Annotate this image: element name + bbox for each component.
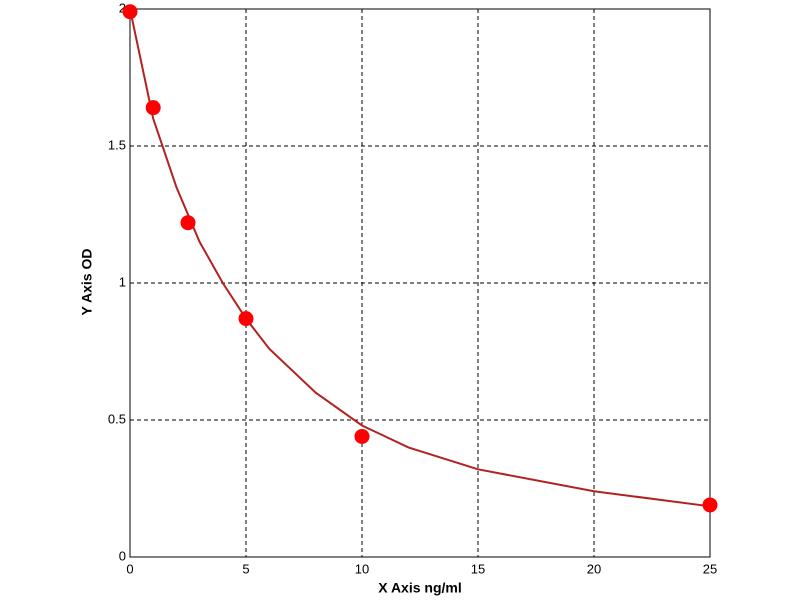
x-tick-label: 10 xyxy=(355,561,369,576)
x-tick-label: 0 xyxy=(126,561,133,576)
y-tick-label: 0 xyxy=(119,548,126,563)
data-point xyxy=(122,4,138,20)
data-point xyxy=(354,428,370,444)
x-tick-label: 15 xyxy=(471,561,485,576)
data-point xyxy=(145,100,161,116)
plot-frame xyxy=(129,8,711,558)
x-tick-label: 25 xyxy=(703,561,717,576)
data-point xyxy=(238,311,254,327)
y-tick-label: 1 xyxy=(119,274,126,289)
x-tick-label: 5 xyxy=(242,561,249,576)
y-tick-label: 2 xyxy=(119,0,126,15)
x-tick-label: 20 xyxy=(587,561,601,576)
y-axis-label: Y Axis OD xyxy=(79,249,95,316)
data-point xyxy=(180,215,196,231)
fit-curve xyxy=(129,8,711,508)
y-tick-label: 1.5 xyxy=(108,137,126,152)
data-point xyxy=(702,497,718,513)
y-tick-label: 0.5 xyxy=(108,411,126,426)
x-axis-label: X Axis ng/ml xyxy=(378,580,462,596)
